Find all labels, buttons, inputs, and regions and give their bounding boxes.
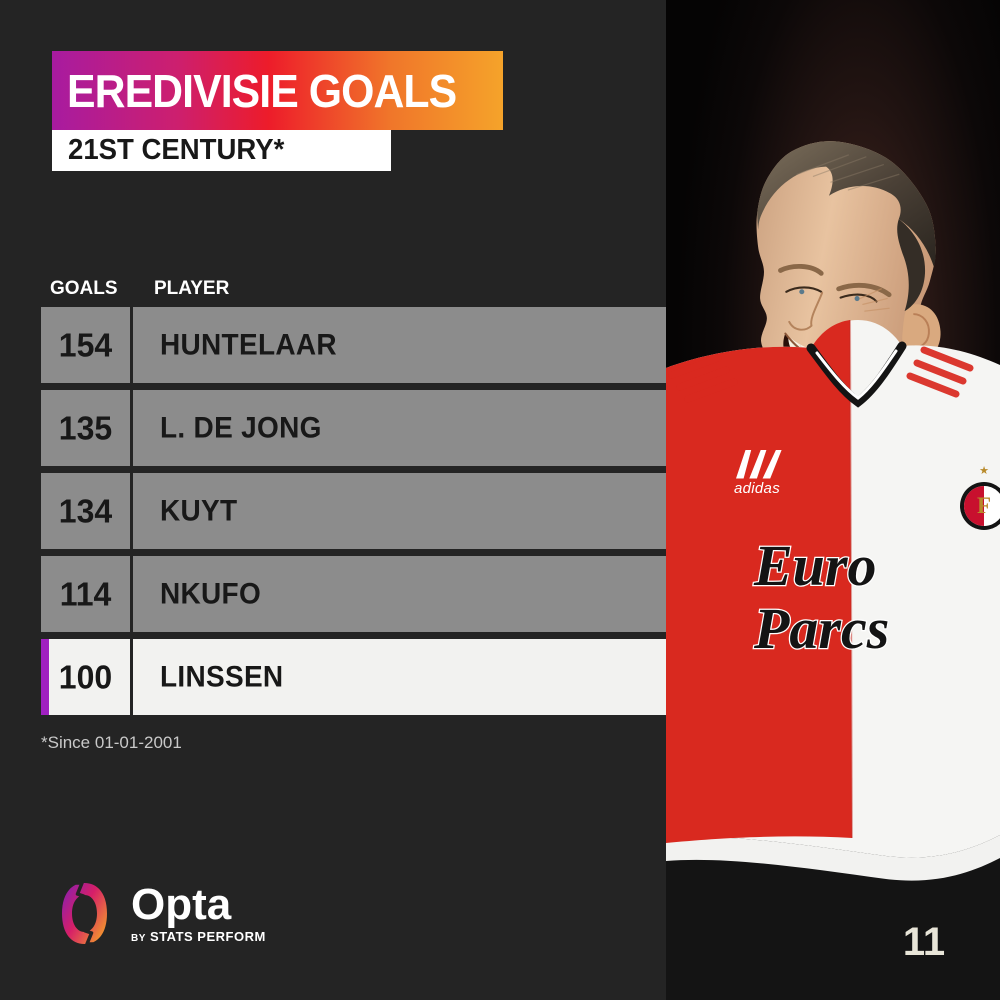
svg-text:Euro: Euro xyxy=(753,533,877,598)
svg-text:F: F xyxy=(977,493,991,518)
svg-text:adidas: adidas xyxy=(734,480,780,497)
svg-text:Parcs: Parcs xyxy=(753,596,889,661)
svg-text:★: ★ xyxy=(979,465,989,477)
svg-text:11: 11 xyxy=(903,920,945,964)
